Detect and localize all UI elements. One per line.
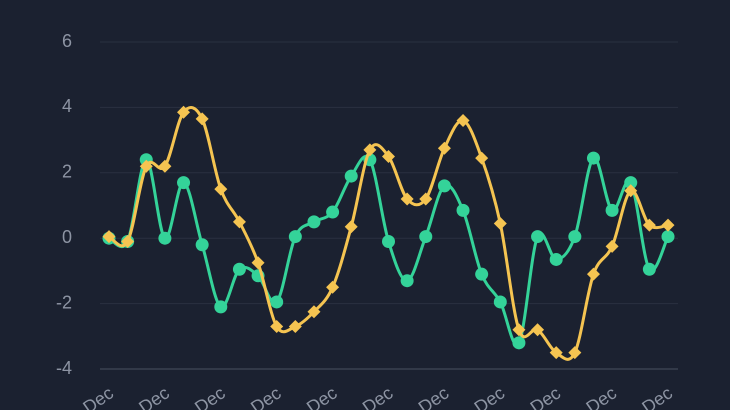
y-tick-label: 2 [62,162,72,182]
point [568,230,582,244]
point [512,336,526,350]
point [139,159,153,173]
point [437,179,451,193]
x-tick-label: Dec [247,383,285,410]
x-tick-label: Dec [191,383,229,410]
point [586,151,600,165]
point [270,319,284,333]
point [288,230,302,244]
point [344,169,358,183]
point [102,230,116,244]
point [158,231,172,245]
point [177,176,191,190]
point [624,176,638,190]
x-tick-label: Dec [527,383,565,410]
point [326,280,340,294]
point [624,184,638,198]
point [195,238,209,252]
point [158,159,172,173]
point [549,346,563,360]
y-tick-label: 6 [62,31,72,51]
point [531,230,545,244]
point [363,143,377,157]
point [326,205,340,219]
x-tick-label: Dec [79,383,117,410]
point [344,220,358,234]
y-tick-label: 4 [62,96,72,116]
series-line [108,106,669,361]
point [232,215,246,229]
point [549,252,563,266]
point [382,149,395,163]
point [605,203,619,217]
y-tick-label: -2 [56,292,72,312]
point [307,215,321,229]
point [307,305,321,319]
point [214,182,228,196]
point [661,218,675,232]
point [214,300,228,314]
point [475,267,489,281]
point [232,262,246,276]
y-tick-label: -4 [56,358,72,378]
point [437,141,451,155]
point [288,319,302,333]
point [605,239,619,253]
point [121,234,135,248]
point [456,113,470,127]
point [419,192,433,206]
point [400,274,414,288]
x-tick-label: Dec [582,383,620,410]
x-tick-label: Dec [471,383,509,410]
point [270,295,284,309]
point [642,218,656,232]
x-tick-label: Dec [359,383,397,410]
point [531,323,545,337]
point [419,230,433,244]
point [456,203,470,217]
point [493,295,507,309]
point [586,267,600,281]
point [251,256,265,270]
point [195,112,209,126]
y-tick-label: 0 [62,227,72,247]
point [568,346,582,360]
point [493,216,507,230]
point [400,192,414,206]
x-tick-label: Dec [303,383,341,410]
x-tick-label: Dec [638,383,676,410]
point [382,234,395,248]
point [661,230,675,244]
point [475,151,489,165]
x-tick-label: Dec [135,383,173,410]
point [642,262,656,276]
point [177,105,191,119]
x-tick-label: Dec [415,383,453,410]
point [512,323,526,337]
